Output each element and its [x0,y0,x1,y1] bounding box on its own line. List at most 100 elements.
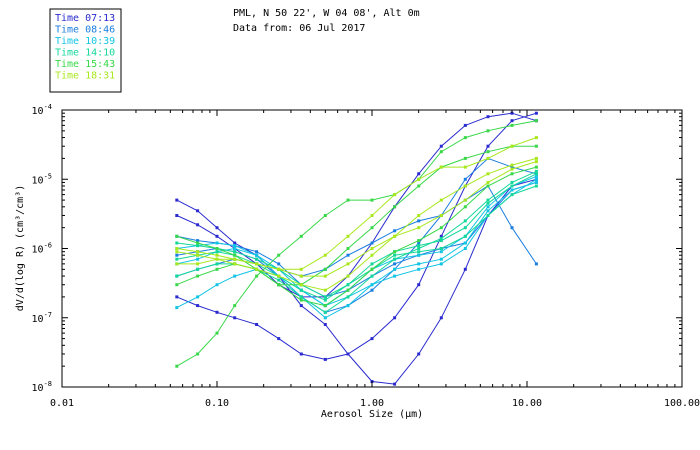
data-point [393,316,397,320]
legend-entry: Time 10:39 [55,36,115,47]
data-point [439,198,443,202]
data-point [196,241,200,245]
data-point [175,253,179,257]
data-point [196,295,200,299]
data-point [299,352,303,356]
data-point [463,165,467,169]
data-point [486,144,490,148]
data-point [370,267,374,271]
chart-title-location: PML, N 50 22', W 04 08', Alt 0m [233,8,420,19]
data-point [486,209,490,213]
data-point [370,247,374,250]
data-point [417,267,421,271]
series-line [176,178,537,385]
data-point [196,257,200,261]
data-point [346,283,350,287]
data-point [439,236,443,240]
data-point [370,214,374,217]
data-point [299,283,303,287]
data-point [463,247,467,250]
series-line [176,181,537,319]
data-point [534,169,538,173]
data-point [370,283,374,287]
data-point [346,262,350,266]
data-point [370,198,374,202]
x-tick-label: 100.00 [664,398,700,409]
legend-entry: Time 15:43 [55,59,115,70]
data-point [510,167,514,171]
data-point [323,323,327,326]
data-point [233,304,237,308]
data-point [510,184,514,188]
series-layer [175,111,538,386]
data-point [233,274,237,278]
data-point [370,274,374,278]
x-tick-label: 10.00 [512,398,542,409]
data-point [486,129,490,133]
data-point [439,150,443,154]
data-point [277,262,281,266]
data-point [463,156,467,160]
series-line [176,178,537,309]
data-point [486,184,490,188]
data-point [175,364,179,368]
data-point [175,295,179,299]
data-point [233,241,237,245]
data-point [233,316,237,320]
data-point [215,257,219,261]
data-point [486,156,490,160]
data-point [534,174,538,178]
data-point [510,193,514,197]
series-line [176,112,537,360]
y-tick-label: 10-8 [32,380,52,394]
data-point [196,352,200,356]
data-point [196,304,200,308]
data-point [417,250,421,254]
data-point [417,352,421,356]
data-point [439,165,443,169]
data-point [534,111,538,115]
data-point [417,184,421,188]
data-point [393,382,397,386]
data-point [215,331,219,335]
data-point [175,250,179,254]
data-point [534,177,538,181]
data-point [393,253,397,257]
data-point [255,274,259,278]
data-point [299,234,303,238]
x-tick-label: 0.10 [205,398,229,409]
y-tick-label: 10-5 [32,172,52,186]
data-point [439,316,443,320]
data-point [534,184,538,188]
data-point [196,267,200,271]
data-point [439,234,443,238]
data-point [175,262,179,266]
data-point [370,262,374,266]
data-point [510,165,514,169]
data-point [417,283,421,287]
data-point [175,234,179,238]
data-point [299,274,303,278]
data-point [463,205,467,209]
data-point [463,226,467,230]
data-point [463,123,467,127]
data-point [510,226,514,230]
data-point [439,262,443,266]
data-point [323,295,327,299]
data-point [417,253,421,257]
legend-entry: Time 08:46 [55,25,115,36]
data-point [215,262,219,266]
data-point [486,214,490,217]
data-point [175,257,179,261]
data-point [233,247,237,250]
data-point [196,223,200,227]
data-point [510,111,514,115]
data-point [215,253,219,257]
data-point [534,262,538,266]
data-point [175,283,179,287]
data-point [233,257,237,261]
data-point [323,274,327,278]
data-point [370,241,374,245]
y-tick-label: 10-6 [32,242,52,256]
